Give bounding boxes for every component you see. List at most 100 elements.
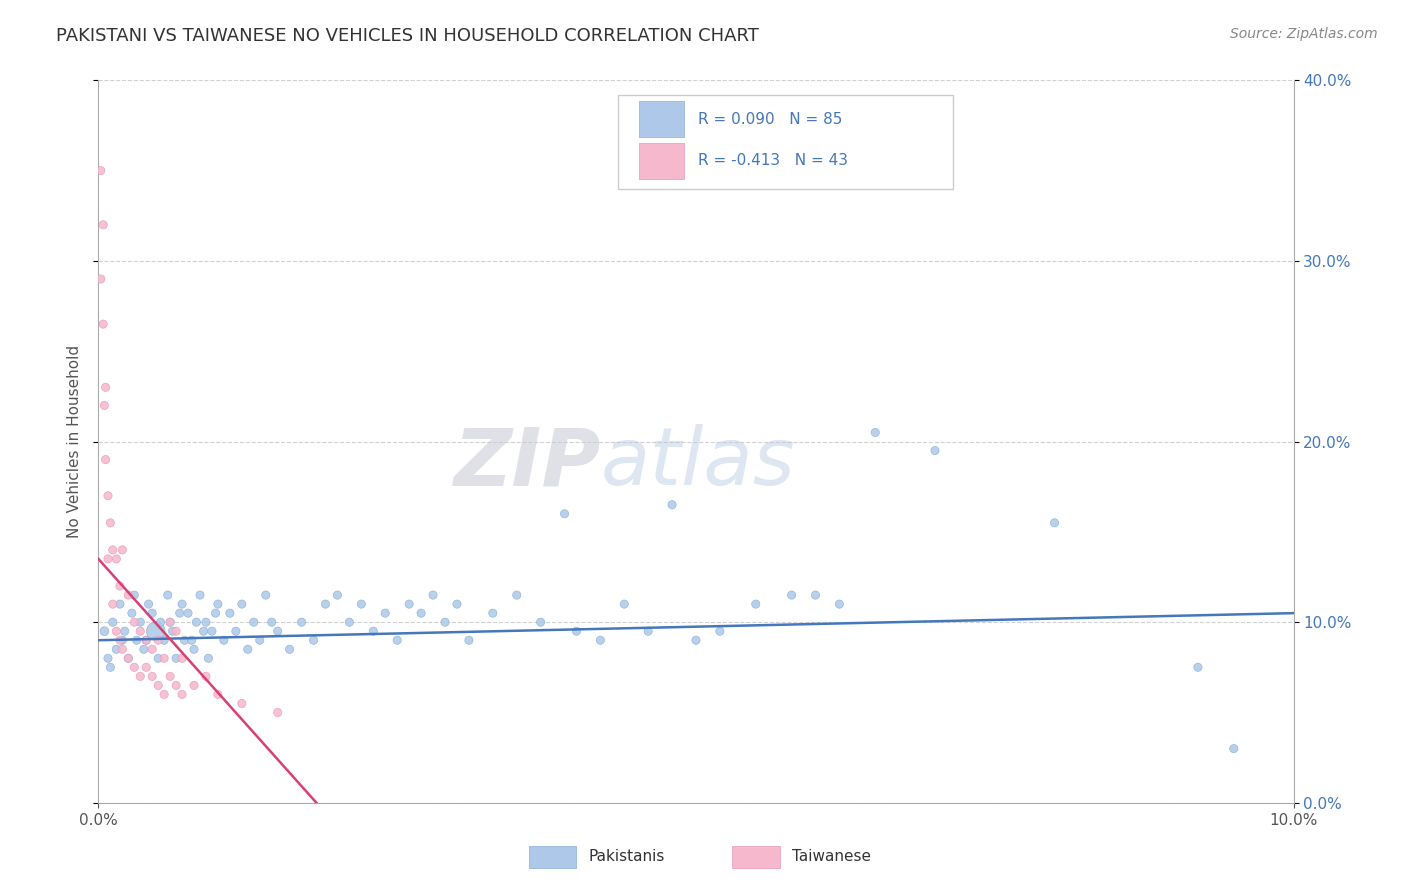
Point	[159, 615, 181, 630]
Point	[165, 651, 187, 665]
Point	[165, 624, 187, 639]
Point	[117, 588, 139, 602]
Point	[149, 615, 172, 630]
Point	[267, 706, 290, 720]
Point	[114, 624, 136, 639]
Point	[145, 624, 167, 639]
Point	[97, 552, 120, 566]
Point	[93, 624, 115, 639]
Point	[93, 398, 115, 412]
Point	[458, 633, 481, 648]
Point	[565, 624, 588, 639]
Point	[141, 669, 163, 683]
Point	[98, 660, 122, 674]
Point	[91, 218, 114, 232]
Text: R = -0.413   N = 43: R = -0.413 N = 43	[699, 153, 848, 169]
Point	[804, 588, 827, 602]
Text: Taiwanese: Taiwanese	[792, 849, 870, 864]
Point	[207, 597, 229, 611]
Point	[1043, 516, 1066, 530]
Y-axis label: No Vehicles in Household: No Vehicles in Household	[67, 345, 83, 538]
Point	[434, 615, 457, 630]
Point	[422, 588, 444, 602]
Point	[111, 633, 134, 648]
Text: atlas: atlas	[600, 425, 796, 502]
Point	[291, 615, 314, 630]
Point	[554, 507, 576, 521]
Point	[121, 606, 143, 620]
Point	[124, 660, 146, 674]
Point	[135, 633, 157, 648]
Point	[236, 642, 259, 657]
Point	[135, 660, 157, 674]
Point	[153, 633, 176, 648]
Point	[111, 542, 134, 557]
Point	[589, 633, 612, 648]
Point	[613, 597, 636, 611]
FancyBboxPatch shape	[638, 101, 685, 137]
Point	[153, 687, 176, 701]
Point	[231, 697, 253, 711]
Point	[212, 633, 235, 648]
Text: R = 0.090   N = 85: R = 0.090 N = 85	[699, 112, 842, 127]
Point	[1223, 741, 1246, 756]
Point	[183, 642, 205, 657]
Point	[780, 588, 803, 602]
Point	[709, 624, 731, 639]
Point	[135, 633, 157, 648]
Point	[339, 615, 361, 630]
Text: PAKISTANI VS TAIWANESE NO VEHICLES IN HOUSEHOLD CORRELATION CHART: PAKISTANI VS TAIWANESE NO VEHICLES IN HO…	[56, 27, 759, 45]
Point	[141, 642, 163, 657]
Point	[195, 669, 218, 683]
Point	[828, 597, 851, 611]
Text: Source: ZipAtlas.com: Source: ZipAtlas.com	[1230, 27, 1378, 41]
Point	[117, 651, 139, 665]
Point	[350, 597, 373, 611]
Point	[108, 633, 131, 648]
Point	[385, 633, 409, 648]
Point	[108, 579, 131, 593]
Point	[97, 489, 120, 503]
Point	[129, 615, 152, 630]
Point	[225, 624, 247, 639]
Point	[94, 380, 117, 394]
Point	[172, 597, 194, 611]
Point	[105, 624, 128, 639]
Point	[254, 588, 277, 602]
Point	[207, 687, 229, 701]
Point	[169, 606, 191, 620]
FancyBboxPatch shape	[619, 95, 953, 189]
Text: ZIP: ZIP	[453, 425, 600, 502]
Point	[481, 606, 505, 620]
Point	[446, 597, 468, 611]
Point	[125, 633, 148, 648]
Point	[685, 633, 707, 648]
Point	[138, 597, 160, 611]
Point	[108, 597, 131, 611]
Point	[98, 516, 122, 530]
Point	[111, 642, 134, 657]
Point	[101, 615, 124, 630]
Point	[90, 163, 112, 178]
FancyBboxPatch shape	[733, 847, 780, 868]
Point	[159, 615, 181, 630]
Point	[117, 651, 139, 665]
Point	[124, 588, 146, 602]
Point	[183, 678, 205, 692]
Point	[173, 633, 195, 648]
Point	[129, 624, 152, 639]
FancyBboxPatch shape	[529, 847, 576, 868]
Point	[374, 606, 396, 620]
Point	[129, 669, 152, 683]
Point	[156, 588, 179, 602]
Point	[148, 633, 170, 648]
Point	[101, 542, 124, 557]
Point	[411, 606, 433, 620]
Point	[249, 633, 271, 648]
Point	[530, 615, 553, 630]
Point	[165, 678, 187, 692]
Point	[188, 588, 211, 602]
Point	[90, 272, 112, 286]
Point	[637, 624, 659, 639]
Point	[91, 317, 114, 331]
